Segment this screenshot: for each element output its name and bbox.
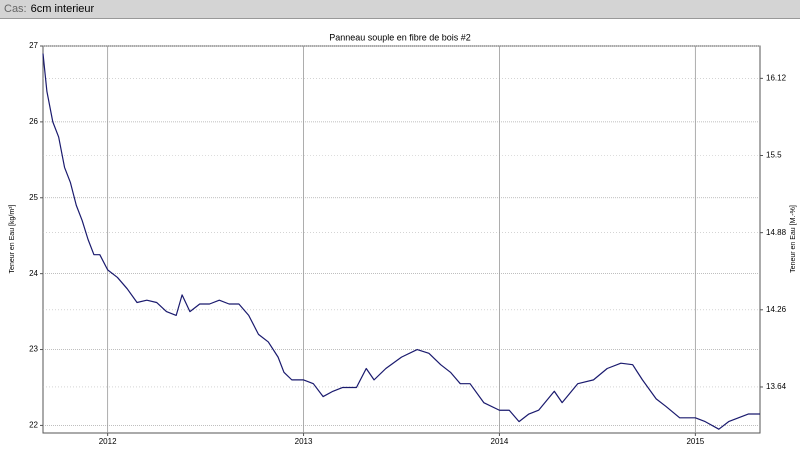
x-tick-label: 2013 (295, 437, 313, 446)
chart-title: Panneau souple en fibre de bois #2 (329, 32, 471, 42)
y2-tick-label: 14.26 (766, 305, 787, 314)
y2-tick-label: 14.88 (766, 228, 787, 237)
case-label: Cas: (4, 3, 27, 15)
y-tick-label: 24 (29, 269, 38, 278)
y-tick-label: 25 (29, 193, 38, 202)
case-value: 6cm interieur (30, 3, 95, 15)
x-tick-label: 2012 (99, 437, 117, 446)
data-line (42, 53, 760, 430)
y2-tick-label: 15.5 (766, 151, 782, 160)
y-axis-label: Teneur en Eau [kg/m³] (9, 205, 16, 274)
y-tick-label: 27 (29, 41, 38, 50)
x-tick-label: 2014 (491, 437, 509, 446)
x-tick-label: 2015 (686, 437, 704, 446)
chart: Panneau souple en fibre de bois #2 Teneu… (9, 32, 797, 446)
y-tick-label: 26 (29, 117, 38, 126)
y2-tick-label: 13.64 (766, 382, 787, 391)
y2-tick-label: 16.12 (766, 73, 787, 82)
case-bar: Cas: 6cm interieur (0, 0, 800, 19)
plot-area (42, 45, 761, 434)
y2-axis-label: Teneur en Eau [M.-%] (790, 205, 797, 273)
y-tick-label: 23 (29, 345, 38, 354)
y-tick-label: 22 (29, 421, 38, 430)
